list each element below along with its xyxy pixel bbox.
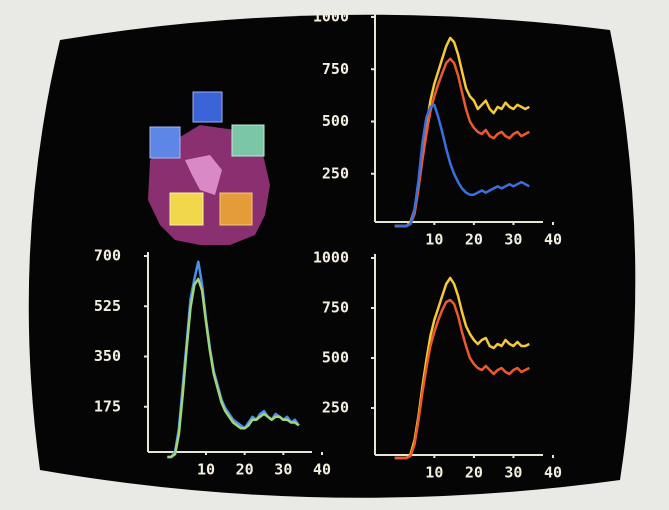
y-tick-label: 500 (322, 112, 349, 130)
x-tick-label: 10 (425, 464, 443, 482)
y-tick-label: 1000 (313, 249, 349, 267)
y-tick-label: 1000 (313, 8, 349, 26)
x-tick-label: 20 (465, 231, 483, 249)
x-tick-label: 30 (504, 231, 522, 249)
roi-yellow (170, 193, 203, 225)
roi-orange (220, 193, 252, 225)
y-tick-label: 525 (94, 297, 121, 315)
y-tick-label: 700 (94, 247, 121, 265)
y-tick-label: 250 (322, 399, 349, 417)
y-tick-label: 175 (94, 397, 121, 415)
x-tick-label: 40 (313, 461, 331, 479)
x-tick-label: 40 (544, 464, 562, 482)
roi-blue-left (150, 127, 180, 158)
y-tick-label: 500 (322, 349, 349, 367)
y-tick-label: 750 (322, 60, 349, 78)
x-tick-label: 40 (544, 231, 562, 249)
y-tick-label: 350 (94, 347, 121, 365)
x-tick-label: 20 (236, 461, 254, 479)
y-tick-label: 750 (322, 299, 349, 317)
roi-green (232, 125, 264, 156)
x-tick-label: 30 (504, 464, 522, 482)
crt-screen: 250 500 750 1000 10 20 30 40 175 350 525 700 10 20 30 4… (0, 0, 669, 510)
x-tick-label: 30 (274, 461, 292, 479)
x-tick-label: 20 (465, 464, 483, 482)
x-tick-label: 10 (425, 231, 443, 249)
x-tick-label: 10 (197, 461, 215, 479)
roi-blue-top (193, 92, 222, 122)
y-tick-label: 250 (322, 164, 349, 182)
